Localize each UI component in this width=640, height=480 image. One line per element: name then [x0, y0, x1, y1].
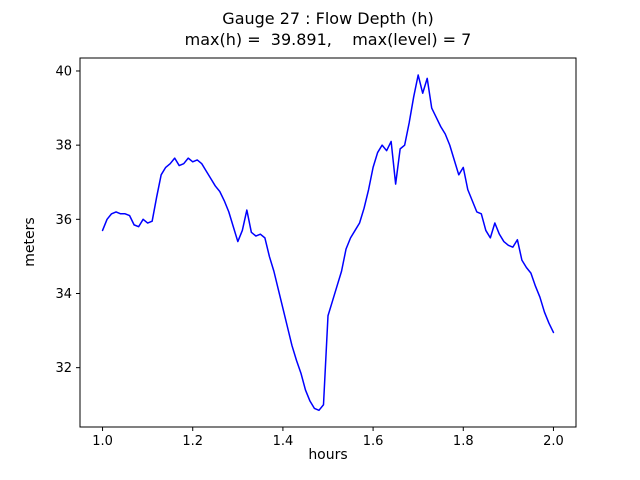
x-tick-label: 1.6: [363, 434, 384, 449]
y-tick-label: 34: [55, 287, 72, 302]
y-axis-label: meters: [22, 217, 38, 267]
y-tick-label: 40: [55, 64, 72, 79]
y-tick-label: 32: [55, 361, 72, 376]
chart-title-block: Gauge 27 : Flow Depth (h) max(h) = 39.89…: [80, 8, 576, 50]
x-tick-label: 1.4: [273, 434, 294, 449]
chart-title: Gauge 27 : Flow Depth (h): [222, 9, 434, 28]
x-axis-label: hours: [308, 447, 348, 463]
x-tick-label: 1.8: [453, 434, 474, 449]
x-tick-label: 1.2: [182, 434, 203, 449]
flow-depth-line: [101, 74, 555, 412]
y-tick-label: 36: [55, 213, 72, 228]
chart-subtitle: max(h) = 39.891, max(level) = 7: [184, 30, 472, 50]
axes-frame: [79, 57, 577, 428]
x-tick-label: 2.0: [543, 434, 564, 449]
y-tick-label: 38: [55, 139, 72, 154]
x-tick-label: 1.0: [92, 434, 113, 449]
